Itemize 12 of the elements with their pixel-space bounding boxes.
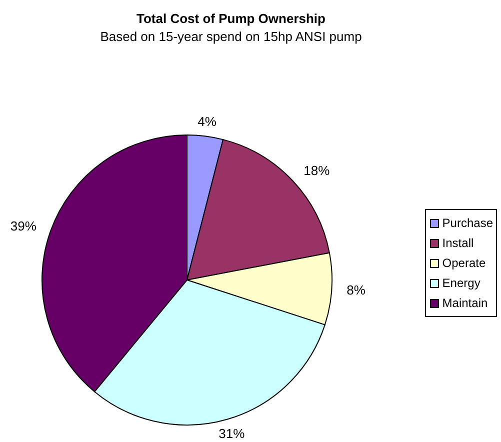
legend-label: Operate xyxy=(442,256,486,270)
data-label: 18% xyxy=(304,162,330,178)
chart-title: Total Cost of Pump Ownership xyxy=(136,11,326,26)
data-label: 8% xyxy=(346,282,366,298)
data-label: 4% xyxy=(198,114,217,129)
chart-subtitle: Based on 15-year spend on 15hp ANSI pump xyxy=(99,29,363,44)
data-label: 31% xyxy=(218,426,246,442)
legend-label: Maintain xyxy=(442,296,488,310)
legend-label: Purchase xyxy=(442,216,493,230)
legend-label: Energy xyxy=(442,276,480,290)
legend-label: Install xyxy=(442,236,474,250)
data-label: 39% xyxy=(10,218,37,234)
